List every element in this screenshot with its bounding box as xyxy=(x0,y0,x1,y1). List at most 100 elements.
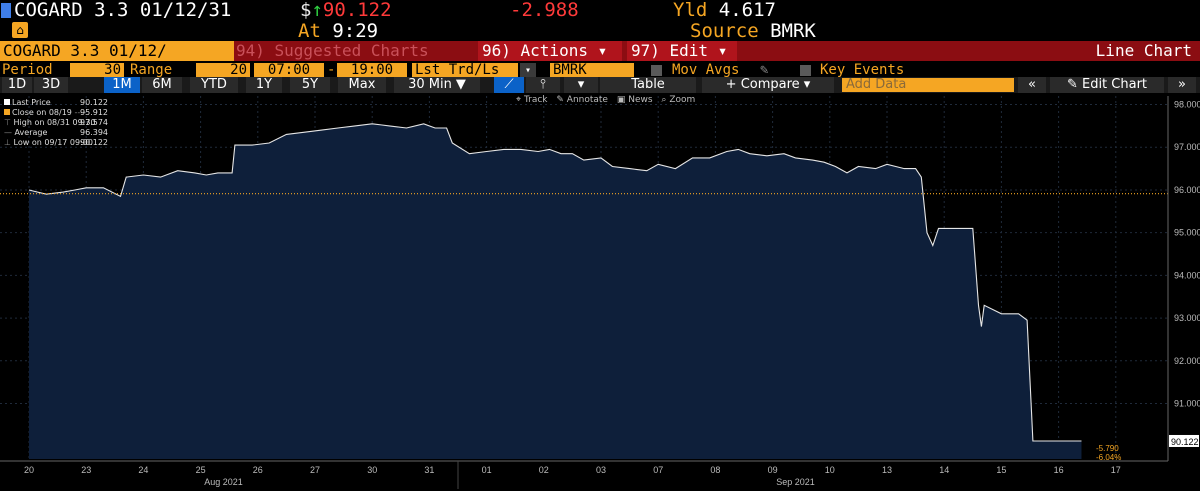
month-label: Aug 2021 xyxy=(204,477,243,487)
legend-last-price-label: Last Price xyxy=(12,98,51,107)
x-tick-label: 10 xyxy=(825,465,835,475)
legend-last-price-value: 90.122 xyxy=(80,98,108,107)
pencil-icon: ✎ xyxy=(1066,77,1082,92)
edit-menu[interactable]: 97) Edit ▾ xyxy=(627,41,737,61)
add-data-input[interactable]: Add Data xyxy=(842,78,1014,92)
news-button[interactable]: News xyxy=(628,95,653,105)
legend-high-value: 97.574 xyxy=(80,118,108,127)
range-label: Range xyxy=(130,62,173,78)
terminal-icon[interactable]: ⌂ xyxy=(12,22,28,38)
security-ticker[interactable]: COGARD 3.3 01/12/31 xyxy=(14,0,232,21)
month-label: Sep 2021 xyxy=(776,477,815,487)
key-events-checkbox[interactable] xyxy=(800,65,811,76)
currency-symbol: $ xyxy=(300,0,312,21)
x-tick-label: 07 xyxy=(653,465,663,475)
time: At 9:29 xyxy=(298,21,378,41)
track-button[interactable]: Track xyxy=(523,95,548,105)
collapse-icon[interactable]: « xyxy=(1018,77,1046,93)
time-from-input[interactable]: 07:00 xyxy=(254,63,324,78)
period-label: Period xyxy=(2,62,53,78)
chevron-down-icon[interactable]: ▾ xyxy=(520,63,536,78)
table-button[interactable]: Table xyxy=(600,77,696,93)
security-marker xyxy=(1,3,11,18)
mov-avgs-label: Mov Avgs xyxy=(672,62,740,78)
annotate-button[interactable]: Annotate xyxy=(566,95,608,105)
track-icon[interactable]: ⌖ xyxy=(516,95,524,105)
x-tick-label: 14 xyxy=(939,465,949,475)
actions-menu[interactable]: 96) Actions ▾ xyxy=(478,41,622,61)
expand-icon[interactable]: » xyxy=(1168,77,1196,93)
last-price: $↑90.122 xyxy=(300,0,392,21)
y-tick-label: 94.000 xyxy=(1174,270,1200,280)
price-value: 90.122 xyxy=(322,0,392,21)
tab-6m[interactable]: 6M xyxy=(142,77,182,93)
tab-1d[interactable]: 1D xyxy=(2,77,32,93)
header-row-1: COGARD 3.3 01/12/31 $↑90.122 -2.988 Yld … xyxy=(0,0,1200,21)
x-tick-label: 15 xyxy=(996,465,1006,475)
x-tick-label: 01 xyxy=(482,465,492,475)
tab-row: 1D 3D 1M 6M YTD 1Y 5Y Max 30 Min ▼ ⟋ ⫯ ▾… xyxy=(0,77,1200,93)
line-chart-icon[interactable]: ⟋ xyxy=(494,77,524,93)
interval-select[interactable]: 30 Min ▼ xyxy=(394,77,480,93)
legend-average-value: 96.394 xyxy=(80,128,108,137)
security-field[interactable]: COGARD 3.3 01/12/ xyxy=(0,41,234,61)
x-tick-label: 16 xyxy=(1054,465,1064,475)
tab-1m[interactable]: 1M xyxy=(104,77,140,93)
news-icon[interactable]: ▣ xyxy=(616,95,629,105)
annotate-icon[interactable]: ✎ xyxy=(556,95,567,105)
tab-ytd[interactable]: YTD xyxy=(190,77,238,93)
legend-close[interactable]: Close on 08/19 ---- 95.912 xyxy=(4,108,108,118)
x-tick-label: 09 xyxy=(768,465,778,475)
x-tick-label: 31 xyxy=(424,465,434,475)
legend-low-value: 90.122 xyxy=(80,138,108,147)
last-price-tag-label: 90.122 xyxy=(1171,437,1199,447)
yield-label: Yld xyxy=(673,0,708,21)
legend-close-label: Close on 08/19 xyxy=(12,108,72,117)
chart-legend: Last Price 90.122 Close on 08/19 ---- 95.9… xyxy=(4,98,108,148)
zoom-button[interactable]: Zoom xyxy=(669,95,696,105)
at-label: At xyxy=(298,20,321,42)
legend-last-price[interactable]: Last Price 90.122 xyxy=(4,98,108,108)
period-input[interactable]: 30 xyxy=(70,63,124,78)
settings-row: Period 30 Range 20 07:00 - 19:00 Lst Trd… xyxy=(0,62,1200,79)
suggested-charts-menu[interactable]: 94) Suggested Charts xyxy=(236,41,429,60)
tab-max[interactable]: Max xyxy=(338,77,386,93)
yield: Yld 4.617 xyxy=(673,0,776,21)
yield-value: 4.617 xyxy=(718,0,776,21)
tab-3d[interactable]: 3D xyxy=(34,77,68,93)
edit-chart-button[interactable]: ✎ Edit Chart xyxy=(1050,77,1164,93)
zoom-icon[interactable]: ⌕ xyxy=(661,95,670,105)
legend-close-value: 95.912 xyxy=(80,108,108,117)
x-tick-label: 17 xyxy=(1111,465,1121,475)
x-tick-label: 27 xyxy=(310,465,320,475)
source-input[interactable]: BMRK xyxy=(550,63,634,78)
time-to-input[interactable]: 19:00 xyxy=(337,63,407,78)
up-arrow-icon: ↑ xyxy=(311,0,323,21)
tab-5y[interactable]: 5Y xyxy=(290,77,330,93)
y-tick-label: 93.000 xyxy=(1174,313,1200,323)
compare-button[interactable]: + Compare ▾ xyxy=(702,77,834,93)
legend-high: ⊤ High on 08/31 09:30 97.574 xyxy=(4,118,108,127)
price-change: -2.988 xyxy=(510,0,579,21)
y-tick-label: 95.000 xyxy=(1174,228,1200,238)
y-tick-label: 96.000 xyxy=(1174,185,1200,195)
x-tick-label: 03 xyxy=(596,465,606,475)
mov-avgs-checkbox[interactable] xyxy=(651,65,662,76)
x-tick-label: 08 xyxy=(710,465,720,475)
x-tick-label: 13 xyxy=(882,465,892,475)
range-input[interactable]: 20 xyxy=(196,63,250,78)
x-tick-label: 24 xyxy=(138,465,148,475)
header-row-2: ⌂ At 9:29 Source BMRK xyxy=(0,21,1200,41)
x-tick-label: 30 xyxy=(367,465,377,475)
trade-type-select[interactable]: Lst Trd/Ls xyxy=(412,63,518,78)
legend-low-label: Low on 09/17 09:00 xyxy=(13,138,93,147)
price-chart[interactable]: 98.000 97.000 96.000 95.000 94.000 93.000 92.0… xyxy=(0,93,1200,491)
legend-average: — Average 96.394 xyxy=(4,128,108,137)
chevron-down-icon[interactable]: ▾ xyxy=(564,77,598,93)
y-tick-label: 98.000 xyxy=(1174,100,1200,110)
pencil-icon[interactable]: ✎ xyxy=(760,62,769,78)
chart-type-label: Line Chart xyxy=(1095,41,1192,60)
bar-style-icon[interactable]: ⫯ xyxy=(526,77,560,93)
legend-average-label: Average xyxy=(14,128,48,137)
tab-1y[interactable]: 1Y xyxy=(246,77,282,93)
